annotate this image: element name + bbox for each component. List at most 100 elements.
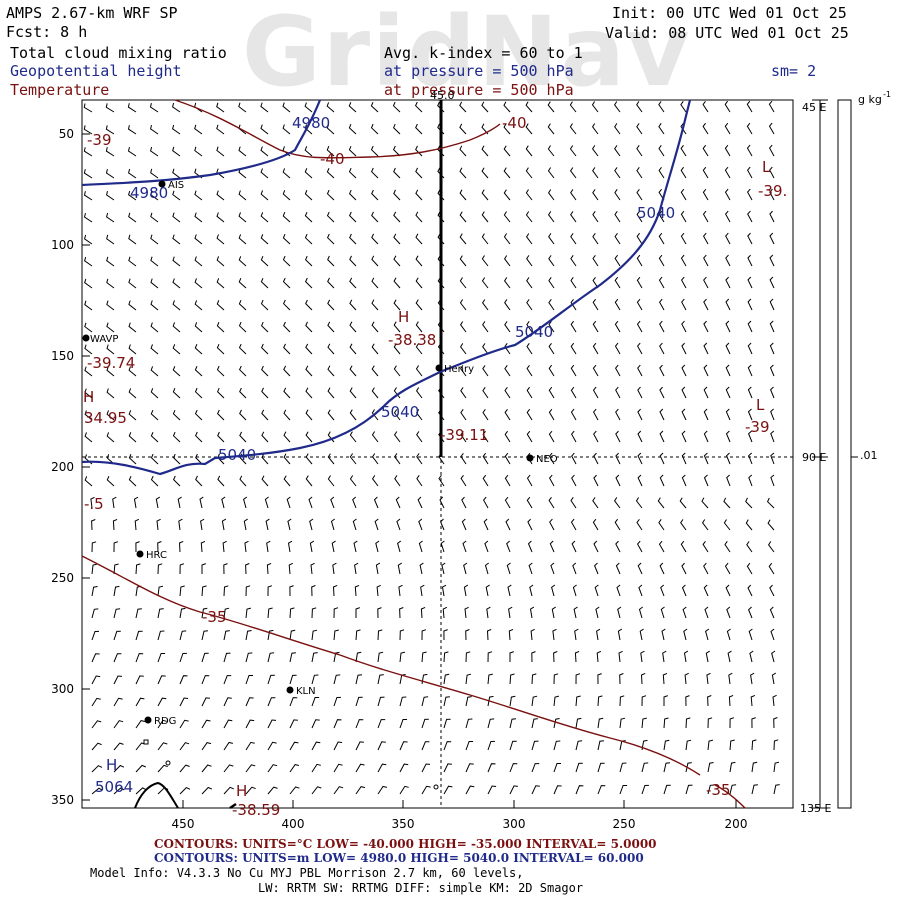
wind-barb	[223, 786, 234, 795]
wind-barb	[304, 146, 313, 157]
wind-barb	[702, 540, 709, 553]
wind-barb	[267, 585, 273, 597]
wind-barb	[658, 145, 665, 157]
wind-barb	[746, 541, 753, 553]
wind-barb	[84, 234, 93, 245]
wind-barb	[619, 717, 626, 729]
wind-barb	[486, 628, 492, 641]
wind-barb	[128, 475, 137, 487]
wind-barb	[570, 299, 577, 311]
wind-barb	[286, 496, 291, 509]
x-tick-400: 400	[282, 817, 305, 831]
wind-barb	[703, 386, 709, 399]
wind-barb	[770, 474, 775, 487]
wind-barb	[106, 366, 115, 377]
wind-barb	[305, 453, 313, 465]
wind-barb	[355, 786, 366, 795]
wind-barb	[592, 255, 599, 267]
wind-barb	[266, 562, 272, 575]
wind-barb	[658, 298, 665, 311]
wind-barb	[172, 168, 181, 179]
wind-barb	[707, 784, 715, 795]
wind-barb	[243, 518, 248, 531]
wind-barb	[638, 584, 643, 597]
wind-barb	[327, 277, 335, 289]
wind-barb	[703, 364, 709, 377]
wind-barb	[106, 256, 115, 267]
wind-barb	[83, 212, 93, 223]
wind-barb	[725, 408, 731, 421]
wind-barb	[548, 277, 555, 289]
wind-barb	[282, 299, 291, 311]
wind-barb	[216, 322, 225, 333]
wind-barb	[371, 453, 379, 465]
wind-barb	[283, 453, 291, 465]
wind-barb	[395, 496, 401, 509]
wind-barb	[658, 232, 665, 245]
wind-barb	[106, 476, 115, 487]
wind-barb	[135, 585, 142, 597]
wind-barb	[393, 189, 401, 201]
wind-barb	[267, 719, 277, 729]
wind-barb	[304, 102, 313, 113]
wind-barb	[113, 585, 120, 597]
wind-barb	[680, 232, 687, 245]
wind-barb	[223, 607, 230, 619]
wind-barb	[525, 101, 533, 113]
wind-barb	[283, 321, 291, 333]
wind-barb	[332, 584, 338, 597]
wind-barb	[503, 233, 511, 245]
wind-barb	[327, 387, 335, 399]
wind-barb	[355, 629, 361, 641]
wind-barb	[459, 145, 467, 157]
wind-barb	[289, 764, 300, 773]
wind-barb	[481, 211, 489, 223]
wind-barb	[370, 102, 379, 113]
wind-barb	[157, 563, 163, 575]
wind-barb	[531, 695, 538, 707]
wind-barb	[526, 321, 533, 333]
wind-barb	[289, 607, 295, 619]
high-marker-a: H	[398, 308, 409, 326]
wind-barb	[194, 278, 203, 289]
wind-barb	[768, 100, 775, 113]
wind-barb	[725, 276, 731, 289]
wind-barb	[83, 125, 93, 135]
wind-barb	[377, 607, 382, 619]
wind-barb	[592, 276, 599, 289]
wind-barb	[552, 628, 557, 641]
wind-barb	[289, 786, 300, 795]
wind-barb	[504, 299, 511, 311]
station-hrc: HRC	[146, 550, 167, 561]
wind-barb	[375, 562, 381, 575]
wind-barb	[663, 762, 671, 773]
wind-barb	[614, 364, 621, 377]
wind-barb	[415, 387, 423, 399]
wind-barb	[223, 764, 234, 773]
wind-barb	[415, 299, 423, 311]
wind-barb	[680, 144, 687, 157]
wind-barb	[194, 344, 203, 355]
wind-barb	[705, 628, 710, 641]
wind-barb	[201, 786, 213, 795]
wind-barb	[135, 541, 140, 553]
wind-barb	[509, 740, 517, 751]
wind-barb	[747, 386, 753, 399]
wind-barb	[377, 719, 386, 729]
wind-barb	[327, 475, 335, 487]
wind-barb	[767, 519, 775, 531]
height-label-5040-b: 5040	[515, 323, 553, 341]
temp-label-35-b: -35	[706, 781, 731, 799]
wind-barb	[615, 562, 621, 575]
temp-label-39-11: -39.11	[440, 426, 488, 444]
wind-barb	[260, 190, 269, 201]
wind-barb	[593, 430, 599, 443]
wind-barb	[487, 718, 495, 729]
wind-barb	[680, 519, 687, 531]
wind-barb	[282, 190, 291, 201]
wind-barb	[371, 343, 379, 355]
wind-barb	[613, 497, 621, 509]
wind-barb	[702, 188, 709, 201]
high-marker-c: H	[236, 782, 247, 800]
wind-barb	[441, 562, 446, 575]
